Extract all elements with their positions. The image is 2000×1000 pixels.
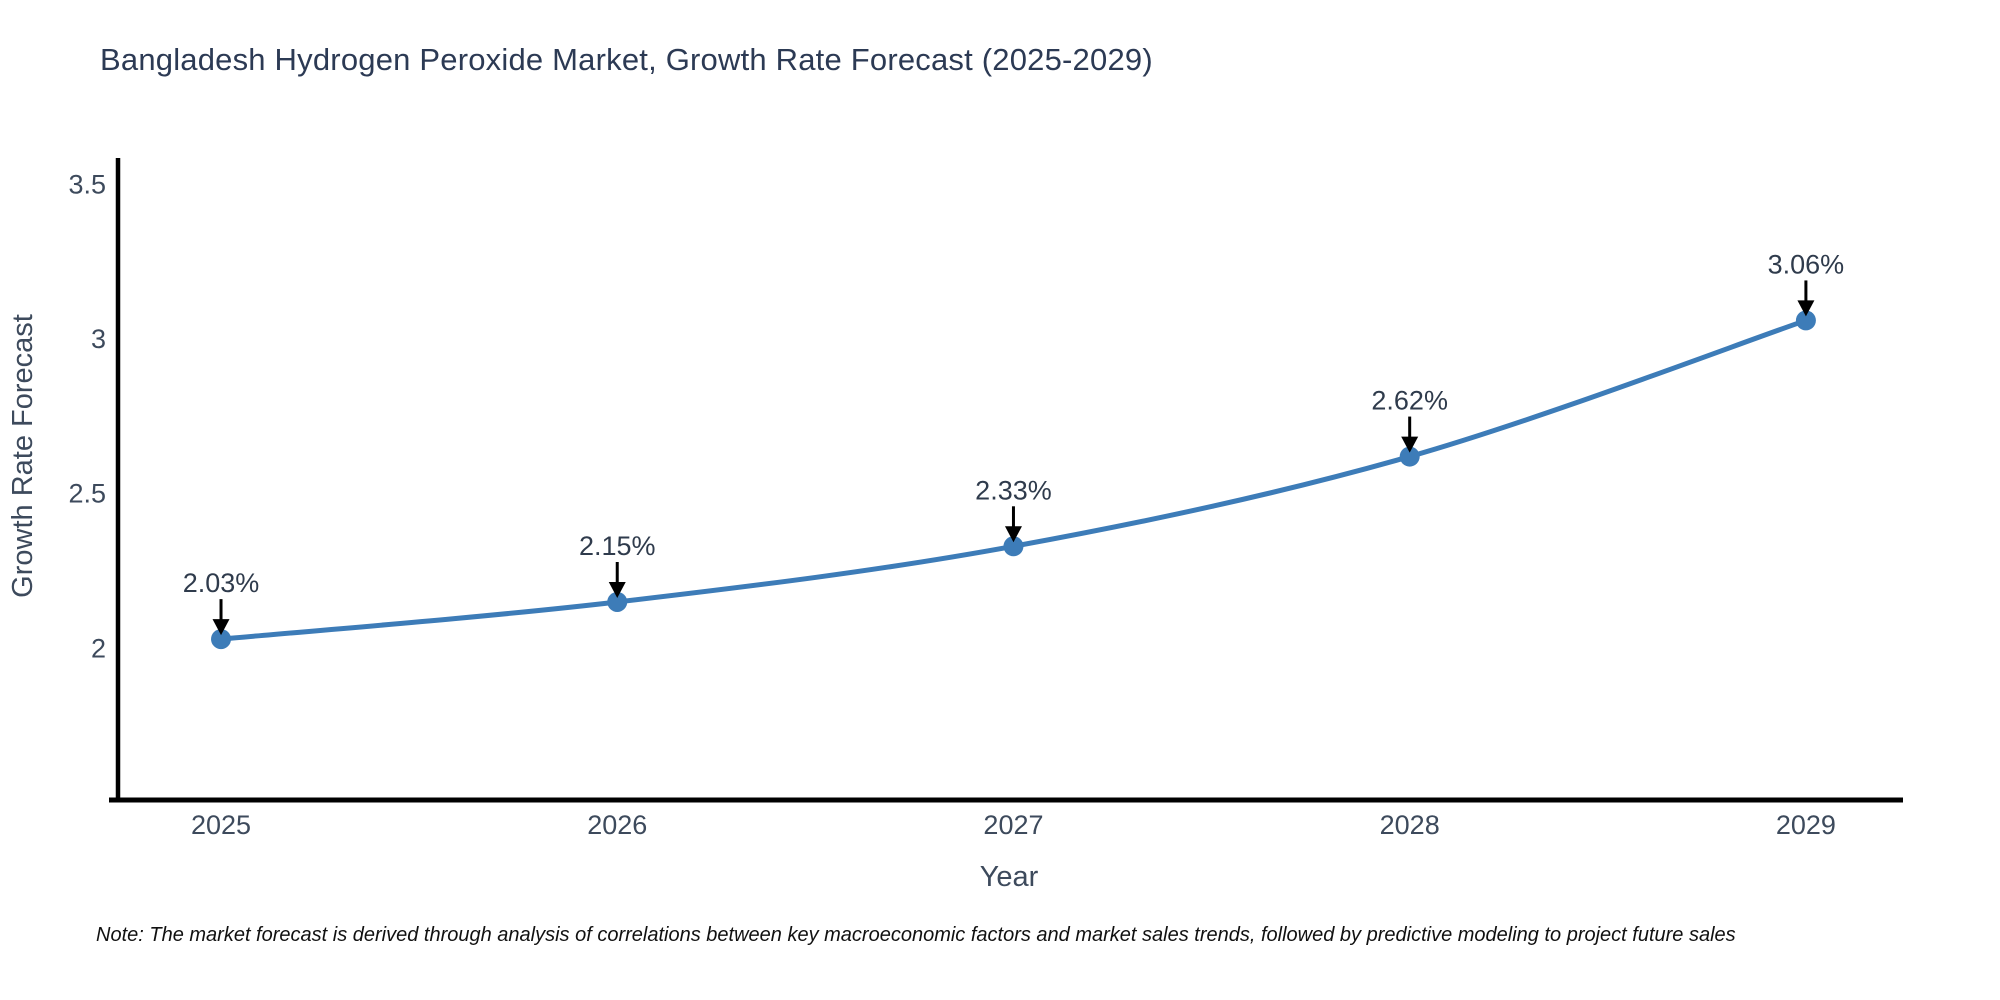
x-tick-label: 2028 <box>1380 810 1440 840</box>
annotation-label: 2.33% <box>975 475 1052 505</box>
x-axis-title: Year <box>980 861 1039 893</box>
y-tick-label: 2 <box>91 633 106 663</box>
y-tick-label: 3.5 <box>68 169 106 199</box>
x-tick-label: 2027 <box>983 810 1043 840</box>
annotation-arrow-head <box>212 619 230 636</box>
annotation-arrow-head <box>608 581 626 598</box>
annotation-arrow-head <box>1004 526 1022 543</box>
y-tick-label: 3 <box>91 324 106 354</box>
chart-title: Bangladesh Hydrogen Peroxide Market, Gro… <box>100 42 1153 77</box>
axes-layer: 2 2.5 3 3.5 2025 2026 2027 2028 2029 <box>68 158 1903 840</box>
annotation-arrow-head <box>1797 300 1815 317</box>
annotation-arrow-head <box>1401 436 1419 453</box>
data-point-marker <box>211 629 232 650</box>
x-tick-label: 2026 <box>587 810 647 840</box>
x-tick-label: 2025 <box>191 810 251 840</box>
data-point-marker <box>1399 446 1420 467</box>
series-layer <box>211 310 1816 650</box>
annotation-label: 2.15% <box>579 531 656 561</box>
annotation-layer: 2.03% 2.15% 2.33% 2.62% 3.06% <box>183 249 1845 636</box>
annotation-label: 3.06% <box>1768 249 1845 279</box>
data-point-marker <box>607 591 628 612</box>
y-tick-label: 2.5 <box>68 479 106 509</box>
footnote: Note: The market forecast is derived thr… <box>96 924 1736 946</box>
annotation-label: 2.62% <box>1371 386 1448 416</box>
data-point-marker <box>1795 310 1816 331</box>
y-axis-title: Growth Rate Forecast <box>7 314 39 598</box>
data-point-marker <box>1003 536 1024 557</box>
x-tick-label: 2029 <box>1776 810 1836 840</box>
annotation-label: 2.03% <box>183 568 260 598</box>
